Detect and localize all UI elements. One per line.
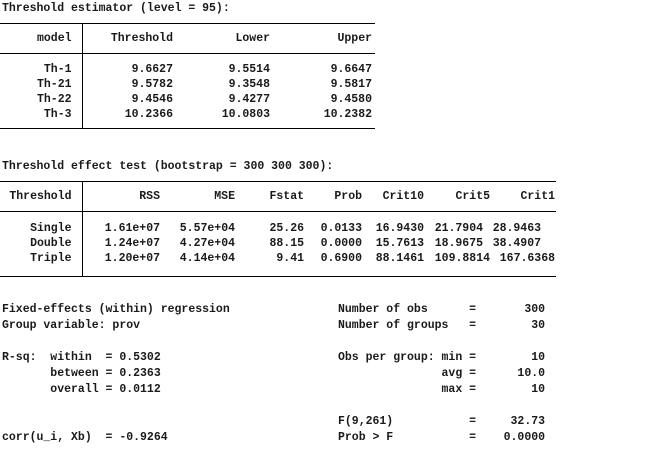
cell-upper: 10.2382	[323, 108, 372, 121]
cell-upper: 9.5817	[330, 78, 372, 91]
effect-row: Triple 1.20e+07 4.14e+04 9.41 0.6900 88.…	[0, 251, 556, 266]
summary-line	[2, 414, 230, 430]
col-header-prob: Prob	[306, 181, 364, 212]
cell-prob: 0.0000	[320, 237, 362, 250]
summary-line: corr(u_i, Xb) = -0.9264	[2, 431, 168, 444]
cell-prob: 0.6900	[320, 252, 362, 265]
cell-rss: 1.20e+07	[104, 252, 160, 265]
col-header-crit1: Crit1	[492, 181, 556, 212]
summary-line: Number of obs = 300	[338, 303, 546, 316]
cell-mse: 4.14e+04	[179, 252, 235, 265]
cell-crit1: 28.9463	[492, 222, 541, 235]
cell-lower: 9.4277	[228, 93, 270, 106]
col-header-mse: MSE	[162, 181, 237, 212]
spacer-row	[0, 122, 375, 129]
col-header-model: model	[0, 23, 83, 54]
cell-lower: 10.0803	[221, 108, 270, 121]
col-header-crit10: Crit10	[364, 181, 426, 212]
cell-crit5: 109.8814	[434, 252, 490, 265]
summary-line	[2, 398, 230, 414]
summary-line	[2, 334, 230, 350]
cell-rss: 1.24e+07	[104, 237, 160, 250]
cell-fstat: 25.26	[269, 222, 304, 235]
col-header-fstat: Fstat	[237, 181, 306, 212]
effect-row: Double 1.24e+07 4.27e+04 88.15 0.0000 15…	[0, 236, 556, 251]
col-header-lower: Lower	[175, 23, 270, 54]
estimator-row: Th-1 9.6627 9.5514 9.6647	[0, 62, 375, 77]
estimator-table: model Threshold Lower Upper Th-1 9.6627 …	[0, 23, 375, 129]
summary-line: between = 0.2363	[2, 367, 161, 380]
cell-model: Th-22	[0, 92, 83, 107]
cell-mse: 5.57e+04	[179, 222, 235, 235]
cell-crit10: 15.7613	[375, 237, 424, 250]
cell-crit10: 16.9430	[375, 222, 424, 235]
col-header-threshold: Threshold	[0, 181, 83, 212]
col-header-rss: RSS	[82, 181, 162, 212]
summary-line: max = 10	[338, 383, 546, 396]
spacer-row	[0, 53, 375, 62]
cell-model: Th-3	[0, 107, 83, 122]
summary-line: Fixed-effects (within) regression	[2, 303, 230, 316]
summary-line: avg = 10.0	[338, 367, 546, 380]
cell-fstat: 88.15	[269, 237, 304, 250]
col-header-threshold: Threshold	[82, 23, 175, 54]
summary-line: Obs per group: min = 10	[338, 351, 546, 364]
cell-model: Th-21	[0, 77, 83, 92]
cell-upper: 9.6647	[330, 63, 372, 76]
cell-lower: 9.3548	[228, 78, 270, 91]
cell-prob: 0.0133	[320, 222, 362, 235]
cell-model: Th-1	[0, 62, 83, 77]
cell-upper: 9.4580	[330, 93, 372, 106]
summary-line	[338, 398, 545, 414]
cell-mse: 4.27e+04	[179, 237, 235, 250]
summary-line: overall = 0.0112	[2, 383, 161, 396]
cell-crit1: 38.4907	[492, 237, 541, 250]
cell-lower: 9.5514	[228, 63, 270, 76]
summary-line: F(9,261) = 32.73	[338, 415, 546, 428]
summary-left-column: Fixed-effects (within) regression Group …	[2, 302, 230, 446]
estimator-row: Th-21 9.5782 9.3548 9.5817	[0, 77, 375, 92]
summary-line: Prob > F = 0.0000	[338, 431, 546, 444]
cell-crit1: 167.6368	[499, 252, 555, 265]
cell-crit5: 18.9675	[434, 237, 483, 250]
cell-threshold: 9.5782	[131, 78, 173, 91]
summary-line: Group variable: prov	[2, 319, 141, 332]
estimator-row: Th-22 9.4546 9.4277 9.4580	[0, 92, 375, 107]
effect-test-table: Threshold RSS MSE Fstat Prob Crit10 Crit…	[0, 181, 556, 277]
estimator-row: Th-3 10.2366 10.0803 10.2382	[0, 107, 375, 122]
cell-threshold: 9.6627	[131, 63, 173, 76]
effect-test-header-row: Threshold RSS MSE Fstat Prob Crit10 Crit…	[0, 181, 556, 212]
estimator-header-row: model Threshold Lower Upper	[0, 23, 375, 54]
estimator-title: Threshold estimator (level = 95):	[2, 2, 230, 15]
summary-line: R-sq: within = 0.5302	[2, 351, 161, 364]
effect-row: Single 1.61e+07 5.57e+04 25.26 0.0133 16…	[0, 221, 556, 236]
summary-line	[338, 334, 545, 350]
cell-threshold: 9.4546	[131, 93, 173, 106]
cell-rss: 1.61e+07	[104, 222, 160, 235]
cell-label: Double	[0, 236, 83, 251]
cell-label: Triple	[0, 251, 83, 266]
summary-right-column: Number of obs = 300 Number of groups = 3…	[338, 302, 545, 446]
effect-test-title: Threshold effect test (bootstrap = 300 3…	[2, 160, 334, 173]
cell-threshold: 10.2366	[124, 108, 173, 121]
spacer-row	[0, 266, 556, 277]
col-header-upper: Upper	[270, 23, 375, 54]
col-header-crit5: Crit5	[426, 181, 492, 212]
cell-crit5: 21.7904	[434, 222, 483, 235]
summary-line: Number of groups = 30	[338, 319, 546, 332]
cell-crit10: 88.1461	[375, 252, 424, 265]
spacer-row	[0, 211, 556, 221]
cell-label: Single	[0, 221, 83, 236]
cell-fstat: 9.41	[276, 252, 304, 265]
